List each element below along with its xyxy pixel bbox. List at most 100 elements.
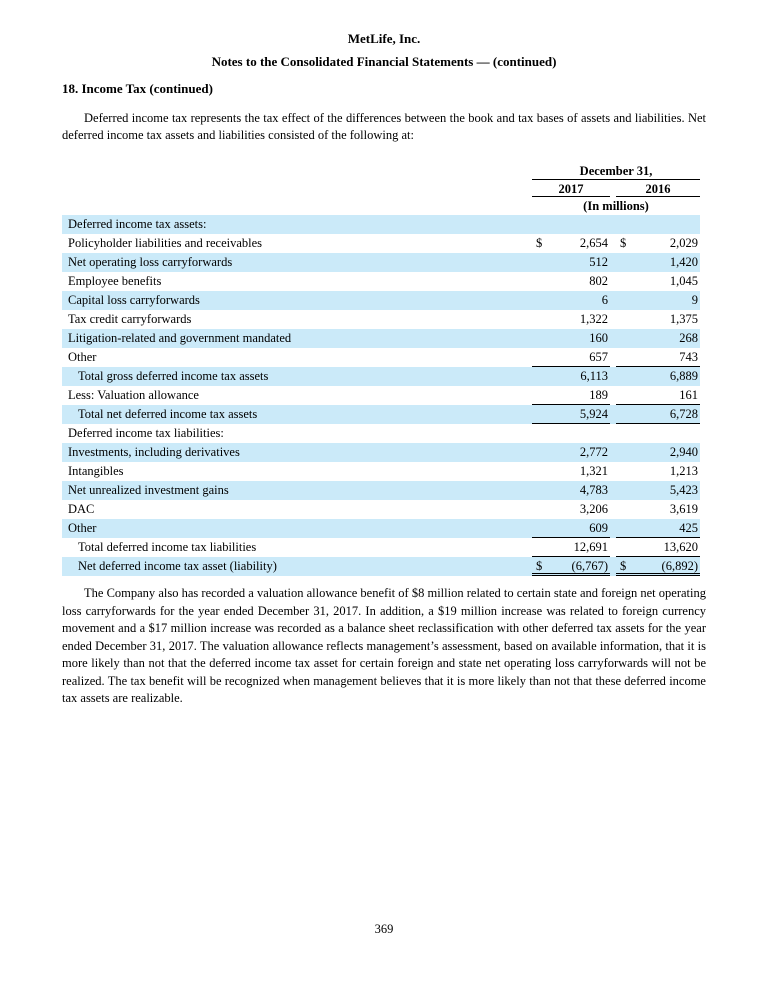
table-row: Employee benefits 802 1,045: [62, 272, 700, 291]
amount-2016: $2,029: [616, 234, 700, 253]
currency-symbol: $: [620, 236, 627, 250]
table-rows: Deferred income tax assets: Policyholder …: [62, 215, 700, 576]
amount-2016: 1,213: [616, 462, 700, 481]
company-title: MetLife, Inc.: [347, 31, 421, 46]
amount-2017: [532, 215, 610, 234]
amount-value: 1,420: [669, 255, 698, 269]
row-label: Total net deferred income tax assets: [78, 407, 258, 421]
amount-value: 802: [589, 274, 608, 288]
table-row: Litigation-related and government mandat…: [62, 329, 700, 348]
row-label: Other: [68, 350, 97, 364]
table-header-label-space: [62, 164, 532, 215]
page-number: 369: [374, 922, 394, 936]
amount-value: 9: [691, 293, 698, 307]
amount-2017: 5,924: [532, 405, 610, 424]
amount-2016: 9: [616, 291, 700, 310]
table-row: Intangibles 1,321 1,213: [62, 462, 700, 481]
amount-value: 657: [589, 350, 608, 364]
amount-2016: 743: [616, 348, 700, 367]
amount-2016: 2,940: [616, 443, 700, 462]
amount-2016: 1,420: [616, 253, 700, 272]
amount-value: 6: [601, 293, 608, 307]
row-label: DAC: [68, 502, 95, 516]
table-row: Deferred income tax liabilities:: [62, 424, 700, 443]
units-label: (In millions): [583, 199, 649, 213]
row-label: Other: [68, 521, 97, 535]
row-label: Employee benefits: [68, 274, 162, 288]
amount-2016: 1,375: [616, 310, 700, 329]
amount-value: 268: [679, 331, 698, 345]
row-label: Capital loss carryforwards: [68, 293, 200, 307]
amount-value: 2,940: [669, 445, 698, 459]
amount-2017: 2,772: [532, 443, 610, 462]
amount-value: 743: [679, 350, 698, 364]
column-header-2017: 2017: [532, 182, 610, 197]
amount-value: 1,322: [579, 312, 608, 326]
row-label: Deferred income tax assets:: [68, 217, 207, 231]
amount-2017: 160: [532, 329, 610, 348]
amount-value: 4,783: [579, 483, 608, 497]
row-label: Net deferred income tax asset (liability…: [78, 559, 277, 573]
row-label: Net operating loss carryforwards: [68, 255, 233, 269]
amount-value: 1,375: [669, 312, 698, 326]
row-label: Less: Valuation allowance: [68, 388, 199, 402]
amount-2017: 6: [532, 291, 610, 310]
table-row: Net operating loss carryforwards 512 1,420: [62, 253, 700, 272]
amount-2017: [532, 424, 610, 443]
amount-2016: 6,728: [616, 405, 700, 424]
amount-2016: 425: [616, 519, 700, 538]
amount-2016: $ (6,892): [616, 557, 700, 576]
amount-2016: 268: [616, 329, 700, 348]
amount-value: (6,767): [571, 559, 608, 573]
amount-value: 3,619: [669, 502, 698, 516]
amount-2017: 189: [532, 386, 610, 405]
amount-2017: 1,322: [532, 310, 610, 329]
document-header: MetLife, Inc. Notes to the Consolidated …: [0, 0, 768, 69]
table-row: Tax credit carryforwards 1,322 1,375: [62, 310, 700, 329]
table-row: Less: Valuation allowance 189 161: [62, 386, 700, 405]
amount-value: 6,113: [580, 369, 608, 383]
table-row: Total deferred income tax liabilities 12,…: [62, 538, 700, 557]
amount-2016: [616, 215, 700, 234]
amount-2017: 6,113: [532, 367, 610, 386]
table-row: Investments, including derivatives 2,772 2…: [62, 443, 700, 462]
table-header: December 31, 2017 2016 (In millions): [62, 164, 700, 215]
closing-paragraph: The Company also has recorded a valuatio…: [62, 586, 706, 705]
amount-value: 5,924: [579, 407, 608, 421]
intro-paragraph: Deferred income tax represents the tax e…: [62, 111, 706, 142]
amount-value: 160: [589, 331, 608, 345]
row-label: Total gross deferred income tax assets: [78, 369, 269, 383]
table-row: Policyholder liabilities and receivables…: [62, 234, 700, 253]
amount-value: 2,772: [579, 445, 608, 459]
table-row: Other 657 743: [62, 348, 700, 367]
table-row: Net unrealized investment gains 4,783 5,42…: [62, 481, 700, 500]
row-label: Investments, including derivatives: [68, 445, 240, 459]
amount-2017: 609: [532, 519, 610, 538]
row-label: Tax credit carryforwards: [68, 312, 192, 326]
amount-value: 3,206: [579, 502, 608, 516]
document-subtitle: Notes to the Consolidated Financial Stat…: [211, 54, 557, 69]
table-row: Capital loss carryforwards 6 9: [62, 291, 700, 310]
amount-value: 12,691: [573, 540, 608, 554]
amount-2016: 3,619: [616, 500, 700, 519]
table-row: Total net deferred income tax assets 5,92…: [62, 405, 700, 424]
amount-2017: $2,654: [532, 234, 610, 253]
deferred-tax-table: December 31, 2017 2016 (In millions) Def…: [62, 164, 700, 576]
amount-value: 425: [679, 521, 698, 535]
amount-value: 1,213: [669, 464, 698, 478]
amount-2017: 3,206: [532, 500, 610, 519]
amount-value: 2,654: [579, 236, 608, 250]
amount-value: 6,889: [669, 369, 698, 383]
amount-2016: 13,620: [616, 538, 700, 557]
amount-2016: 1,045: [616, 272, 700, 291]
table-row: DAC 3,206 3,619: [62, 500, 700, 519]
table-row: Net deferred income tax asset (liability…: [62, 557, 700, 576]
amount-value: 5,423: [669, 483, 698, 497]
amount-2017: 657: [532, 348, 610, 367]
table-row: Total gross deferred income tax assets 6,…: [62, 367, 700, 386]
currency-symbol: $: [536, 236, 543, 250]
amount-2017: 1,321: [532, 462, 610, 481]
amount-2016: 5,423: [616, 481, 700, 500]
amount-value: 2,029: [669, 236, 698, 250]
amount-value: 161: [679, 388, 698, 402]
